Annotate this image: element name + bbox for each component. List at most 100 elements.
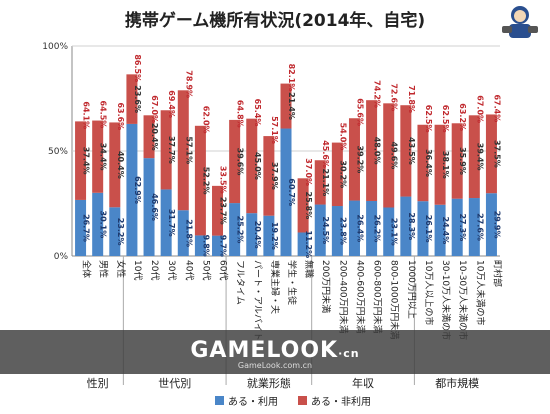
data-label-unused: 37.9% (270, 162, 279, 190)
data-label-used: 26.1% (424, 215, 433, 243)
data-label-total: 62.0% (201, 106, 210, 134)
bar-unused (366, 100, 378, 201)
bar-used (109, 207, 121, 256)
bar-used (212, 235, 224, 256)
x-tick-label: 1000万円以上 (406, 260, 417, 319)
bar-unused (143, 115, 155, 159)
data-label-unused: 23.7% (219, 197, 228, 225)
bar-unused (400, 105, 412, 197)
bar-used (229, 203, 241, 256)
group-label-income: 年収 (352, 377, 375, 390)
bar-unused (485, 114, 497, 194)
data-label-used: 28.3% (407, 212, 416, 240)
data-label-unused: 48.0% (373, 137, 382, 165)
x-tick-label: 30-10万人未満の市 (440, 260, 452, 340)
bar-used (280, 128, 292, 256)
bar-used (126, 123, 138, 256)
data-label-used: 62.9% (133, 176, 142, 204)
bar-unused (331, 142, 343, 207)
x-tick-label: 400-600万円未満 (354, 260, 366, 334)
data-label-unused: 37.5% (492, 140, 501, 168)
watermark-domain-suffix: ·cn (338, 347, 360, 360)
bar-unused (212, 185, 224, 236)
bar-unused (314, 160, 326, 205)
data-label-used: 23.2% (116, 218, 125, 246)
data-label-unused: 52.2% (201, 167, 210, 195)
data-label-unused: 23.6% (133, 85, 142, 113)
data-label-used: 26.2% (373, 215, 382, 243)
legend-swatch-used (215, 396, 224, 405)
bar-unused (434, 124, 446, 205)
bar-unused (109, 122, 121, 208)
bar-used (263, 215, 275, 256)
x-tick-label: 全体 (81, 260, 93, 278)
x-tick-label: 町村部 (491, 260, 503, 287)
x-tick-label: 600-800万円未満 (372, 260, 384, 334)
data-label-unused: 45.0% (253, 152, 262, 180)
x-tick-label: 学生・生徒 (286, 260, 298, 305)
data-label-unused: 25.8% (304, 192, 313, 220)
bar-used (194, 235, 206, 256)
bar-unused (246, 118, 258, 214)
bar-unused (348, 118, 360, 201)
x-tick-label: 無職 (303, 260, 315, 278)
bar-used (383, 207, 395, 256)
x-tick-label: 800-1000万円未満 (389, 260, 401, 339)
data-label-used: 24.4% (441, 216, 450, 244)
bar-unused (92, 120, 104, 193)
x-tick-label: 20代 (149, 260, 160, 280)
data-label-unused: 57.1% (184, 136, 193, 164)
watermark-brand: GAMELOOK (190, 338, 339, 363)
group-label-gender: 性別 (86, 377, 109, 390)
bar-unused (126, 74, 138, 124)
data-label-used: 60.7% (287, 178, 296, 206)
x-tick-label: 10代 (132, 260, 143, 280)
bar-used (92, 192, 104, 256)
data-label-unused: 39.4% (475, 143, 484, 171)
data-label-used: 23.8% (338, 217, 347, 245)
data-label-used: 11.2% (304, 230, 313, 258)
legend-swatch-unused (298, 396, 307, 405)
data-label-unused: 49.6% (390, 142, 399, 170)
data-label-total: 67.4% (492, 94, 501, 122)
group-label-city-size: 都市規模 (435, 377, 480, 390)
data-label-unused: 39.6% (236, 148, 245, 176)
data-label-unused: 36.4% (424, 149, 433, 177)
bar-unused (263, 136, 275, 216)
bar-unused (468, 115, 480, 199)
data-label-unused: 40.4% (116, 151, 125, 179)
watermark-band (0, 330, 550, 374)
data-label-total: 64.1% (82, 101, 91, 129)
bar-used (177, 210, 189, 256)
bar-unused (417, 124, 429, 202)
data-label-unused: 30.2% (338, 160, 347, 188)
data-label-used: 27.6% (475, 213, 484, 241)
data-label-used: 29.9% (492, 211, 501, 239)
bar-used (417, 201, 429, 256)
data-label-total: 82.1% (287, 64, 296, 92)
data-label-total: 64.5% (99, 101, 108, 129)
data-label-used: 9.7% (219, 235, 228, 257)
bar-used (75, 199, 87, 256)
data-label-total: 63.2% (458, 103, 467, 131)
bar-used (314, 204, 326, 256)
bar-unused (451, 123, 463, 199)
data-label-total: 67.0% (475, 95, 484, 123)
group-label-employment: 就業形態 (246, 377, 291, 390)
data-label-total: 57.1% (270, 116, 279, 144)
legend-label-unused: ある・非利用 (311, 397, 371, 408)
bar-used (451, 198, 463, 256)
bar-used (160, 189, 172, 256)
data-label-unused: 39.2% (355, 146, 364, 174)
x-tick-label: 10-30万人未満の市 (457, 260, 469, 340)
data-label-total: 71.8% (407, 85, 416, 113)
x-tick-label: 50代 (200, 260, 211, 280)
data-label-unused: 34.4% (99, 143, 108, 171)
data-label-total: 54.0% (338, 123, 347, 151)
data-label-total: 74.2% (373, 80, 382, 108)
bar-unused (383, 103, 395, 208)
bar-used (366, 200, 378, 256)
bar-used (246, 213, 258, 256)
legend-item-used: ある・利用 (215, 393, 278, 408)
